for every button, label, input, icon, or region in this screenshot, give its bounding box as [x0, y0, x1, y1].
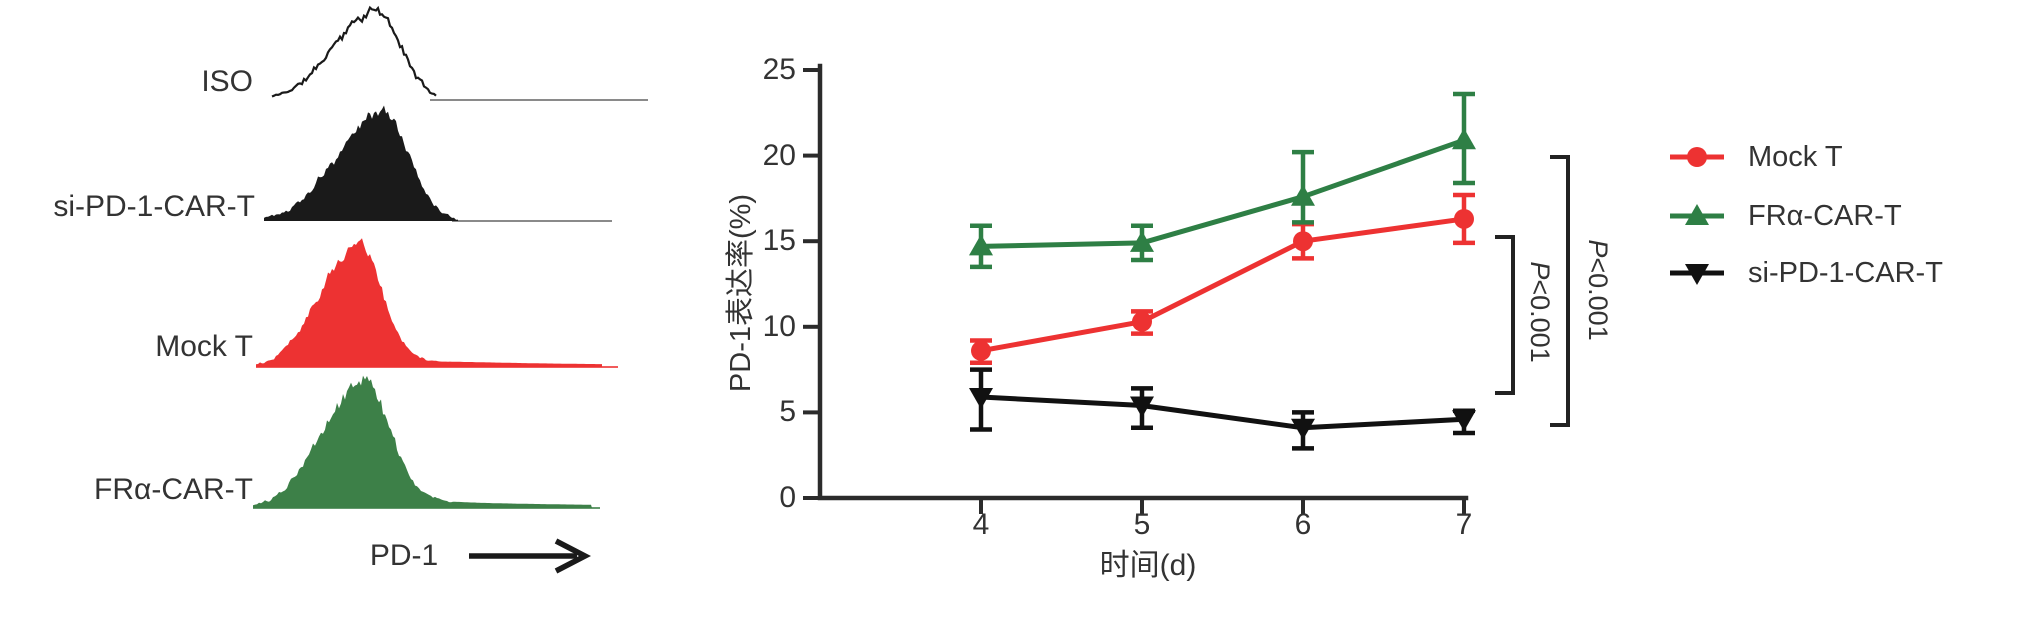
y-tick-label: 0: [779, 481, 796, 514]
right-arrow-icon: [554, 538, 591, 574]
x-tick-label: 7: [1455, 508, 1473, 541]
legend-marker-triangle-up: [1670, 204, 1724, 225]
marker-circle: [1293, 231, 1313, 252]
legend-marker-circle: [1670, 147, 1724, 167]
legend-item-mock-t: Mock T: [1668, 139, 1843, 175]
histogram-label-si-pd-1-car-t: si-PD-1-CAR-T: [53, 190, 255, 223]
histogram-label-iso: ISO: [201, 65, 253, 98]
x-tick-label: 4: [972, 508, 990, 541]
p-value: <0.001: [1525, 279, 1555, 363]
marker-triangle-down: [969, 387, 993, 409]
series-line-1: [980, 137, 1465, 249]
series-line-0: [980, 216, 1465, 354]
y-tick-label: 25: [762, 53, 796, 86]
marker-circle: [1454, 208, 1474, 229]
significance-label-inner: P<0.001: [1523, 246, 1557, 378]
flow-x-axis-label: PD-1: [369, 539, 439, 572]
marker-circle: [971, 340, 991, 361]
y-tick-label: 10: [762, 309, 796, 343]
y-tick-label: 15: [762, 224, 796, 258]
p-value: <0.001: [1583, 257, 1613, 341]
marker-triangle-up: [1291, 184, 1315, 206]
histogram-curve-iso: [271, 5, 437, 98]
histogram-fill-3: [253, 375, 592, 508]
y-tick-label: 20: [762, 138, 796, 172]
histogram-fill-2: [256, 238, 602, 367]
legend-item-si-pd-1-car-t: si-PD-1-CAR-T: [1668, 255, 1943, 291]
legend-label: Mock T: [1748, 140, 1843, 173]
x-tick-label: 6: [1294, 508, 1312, 541]
legend-label: si-PD-1-CAR-T: [1748, 256, 1943, 289]
chart-axes: [817, 63, 1469, 501]
series-line-2: [980, 394, 1465, 431]
marker-circle: [1687, 147, 1707, 167]
marker-triangle-up: [1685, 204, 1709, 225]
significance-bracket-inner: [1495, 235, 1515, 395]
histogram-label-fra-car-t: FRα-CAR-T: [94, 473, 253, 506]
significance-label-outer: P<0.001: [1581, 224, 1615, 356]
marker-circle: [1132, 311, 1152, 332]
p-symbol: P: [1525, 261, 1555, 280]
marker-triangle-down: [1685, 264, 1709, 285]
histogram-fill-1: [264, 105, 458, 221]
marker-triangle-up: [1452, 128, 1476, 150]
marker-triangle-down: [1130, 396, 1154, 418]
marker-triangle-down: [1452, 410, 1476, 432]
marker-triangle-up: [969, 234, 993, 256]
p-symbol: P: [1583, 239, 1613, 258]
legend-marker-triangle-down: [1670, 264, 1724, 285]
marker-triangle-down: [1291, 418, 1315, 440]
marker-triangle-up: [1130, 230, 1154, 252]
significance-bracket-outer: [1550, 155, 1570, 427]
x-tick-label: 5: [1133, 508, 1151, 541]
y-tick-label: 5: [779, 395, 796, 429]
x-axis-title: 时间(d): [1099, 549, 1197, 582]
y-axis-title: PD-1表达率(%): [725, 193, 757, 393]
legend-item-fra-car-t: FRα-CAR-T: [1668, 198, 1902, 234]
histogram-label-mock-t: Mock T: [155, 330, 253, 363]
legend-label: FRα-CAR-T: [1748, 199, 1902, 232]
